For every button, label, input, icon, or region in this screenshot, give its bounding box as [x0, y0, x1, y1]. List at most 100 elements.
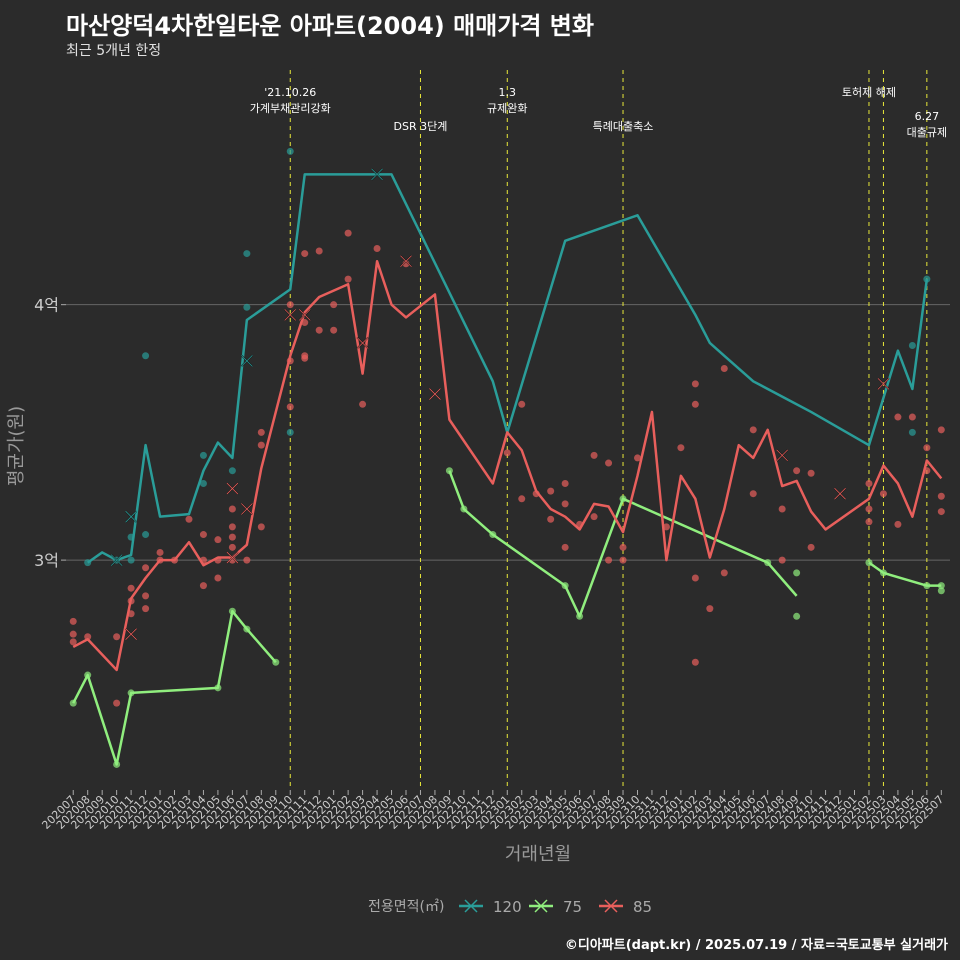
cross-marker-inner: [241, 355, 253, 367]
data-point: [908, 413, 916, 421]
event-label: 6.27: [915, 110, 940, 123]
cross-marker-inner: [877, 378, 890, 390]
data-point: [633, 454, 641, 462]
data-point: [778, 505, 786, 513]
axis-layer: 3억4억202007202008202009202010202011202012…: [6, 296, 946, 865]
data-point: [619, 556, 627, 564]
cross-marker-inner: [371, 168, 383, 181]
cross-marker-inner: [226, 551, 239, 564]
data-point: [547, 487, 555, 495]
data-point: [894, 520, 902, 528]
data-point: [894, 413, 902, 421]
data-point: [315, 326, 323, 334]
data-point: [142, 531, 150, 539]
data-point: [286, 301, 294, 309]
event-label: DSR 3단계: [394, 120, 448, 133]
data-point: [937, 492, 945, 500]
data-point: [547, 515, 555, 523]
legend-swatch-cross: [604, 899, 618, 913]
data-point: [662, 523, 670, 531]
series-line: [86, 173, 929, 564]
event-label: 대출규제: [907, 126, 947, 139]
data-point: [214, 536, 222, 544]
data-point: [243, 303, 251, 311]
data-point: [561, 479, 569, 487]
legend-swatch-cross: [464, 899, 478, 913]
data-point: [315, 247, 323, 255]
event-label: '21.10.26: [264, 86, 316, 99]
data-point: [127, 584, 135, 592]
cross-marker-inner: [125, 628, 137, 640]
cross-marker-inner: [298, 309, 311, 321]
data-point: [228, 533, 236, 541]
data-point: [199, 451, 207, 459]
data-point: [127, 556, 135, 564]
data-point: [793, 569, 801, 577]
series-line: [868, 561, 942, 587]
data-point: [503, 449, 511, 457]
data-point: [113, 633, 121, 641]
data-point: [691, 574, 699, 582]
data-point: [518, 495, 526, 503]
cross-marker-inner: [429, 388, 441, 400]
data-point: [373, 244, 381, 252]
series-layer: [69, 147, 945, 768]
data-point: [706, 605, 714, 613]
series-85: [69, 229, 945, 707]
legend-item-120: 120: [459, 898, 522, 916]
data-point: [619, 543, 627, 551]
data-point: [228, 505, 236, 513]
data-point: [518, 400, 526, 408]
data-point: [865, 505, 873, 513]
legend-item-85: 85: [599, 898, 652, 916]
y-axis-title: 평균가(원): [6, 406, 27, 486]
data-point: [778, 556, 786, 564]
data-point: [807, 469, 815, 477]
data-point: [84, 633, 92, 641]
data-point: [214, 574, 222, 582]
data-point: [243, 556, 251, 564]
cross-marker-inner: [284, 309, 297, 321]
data-point: [301, 250, 309, 258]
data-point: [937, 426, 945, 434]
series-75: [69, 467, 945, 768]
data-point: [301, 354, 309, 362]
data-point: [359, 400, 367, 408]
data-point: [69, 638, 77, 646]
data-point: [142, 564, 150, 572]
data-point: [344, 275, 352, 283]
legend-label: 75: [563, 898, 582, 916]
data-point: [142, 352, 150, 360]
y-tick-label: 4억: [34, 296, 59, 315]
legend-title: 전용면적(㎡): [368, 899, 444, 915]
data-point: [156, 548, 164, 556]
data-point: [605, 556, 613, 564]
legend: 전용면적(㎡) 120 75 85: [368, 898, 652, 916]
data-point: [286, 147, 294, 155]
series-120: [84, 147, 931, 567]
event-label: 1.3: [499, 86, 517, 99]
cross-marker-inner: [110, 554, 123, 566]
data-point: [69, 630, 77, 638]
cross-marker-inner: [400, 255, 412, 268]
x-axis-title: 거래년월: [505, 844, 571, 865]
legend-item-75: 75: [529, 898, 582, 916]
data-point: [243, 250, 251, 258]
cross-marker-inner: [125, 510, 137, 523]
data-point: [286, 403, 294, 411]
data-point: [691, 658, 699, 666]
data-point: [749, 426, 757, 434]
data-point: [113, 699, 121, 707]
data-point: [590, 451, 598, 459]
data-point: [937, 508, 945, 516]
data-point: [228, 467, 236, 475]
series-line: [72, 259, 943, 672]
data-point: [257, 441, 265, 449]
data-point: [199, 582, 207, 590]
data-point: [142, 605, 150, 613]
data-point: [908, 342, 916, 350]
data-point: [677, 444, 685, 452]
data-point: [257, 523, 265, 531]
